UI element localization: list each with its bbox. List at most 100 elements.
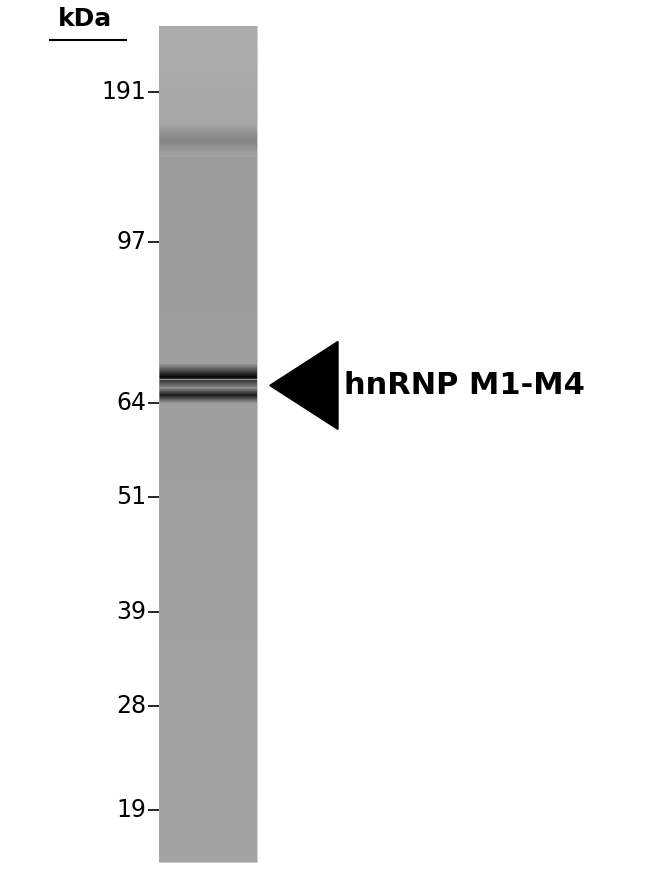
- Bar: [159, 230, 257, 231]
- Bar: [159, 528, 257, 530]
- Bar: [159, 765, 257, 766]
- Bar: [159, 265, 257, 266]
- Bar: [159, 229, 257, 230]
- Bar: [159, 550, 257, 552]
- Bar: [159, 155, 257, 156]
- Bar: [159, 538, 257, 539]
- Bar: [159, 182, 257, 184]
- Bar: [159, 279, 257, 280]
- Bar: [159, 212, 257, 213]
- Bar: [159, 855, 257, 857]
- Bar: [159, 406, 257, 407]
- Bar: [159, 747, 257, 748]
- Bar: [159, 647, 257, 648]
- Bar: [159, 759, 257, 760]
- Bar: [159, 435, 257, 436]
- Bar: [159, 710, 257, 712]
- Bar: [159, 103, 257, 105]
- Bar: [159, 475, 257, 476]
- Bar: [159, 285, 257, 287]
- Bar: [159, 640, 257, 641]
- Bar: [159, 400, 257, 401]
- Bar: [159, 143, 257, 145]
- Bar: [159, 57, 257, 58]
- Bar: [159, 287, 257, 289]
- Bar: [159, 389, 257, 390]
- Bar: [159, 649, 257, 650]
- Bar: [159, 413, 257, 414]
- Bar: [159, 202, 257, 203]
- Bar: [159, 383, 257, 385]
- Bar: [159, 708, 257, 709]
- Bar: [159, 289, 257, 290]
- Bar: [159, 160, 257, 162]
- Bar: [159, 680, 257, 681]
- Bar: [159, 461, 257, 463]
- Bar: [159, 246, 257, 248]
- Bar: [159, 145, 257, 146]
- Bar: [159, 206, 257, 208]
- Bar: [159, 401, 257, 403]
- Bar: [159, 382, 257, 383]
- Bar: [159, 358, 257, 359]
- Bar: [159, 436, 257, 437]
- Bar: [159, 89, 257, 91]
- Bar: [159, 43, 257, 45]
- Bar: [159, 766, 257, 767]
- Bar: [159, 571, 257, 573]
- Bar: [159, 323, 257, 325]
- Bar: [159, 329, 257, 330]
- Bar: [159, 695, 257, 697]
- Bar: [159, 807, 257, 808]
- Bar: [159, 365, 257, 366]
- Bar: [159, 77, 257, 78]
- Bar: [159, 333, 257, 334]
- Bar: [159, 115, 257, 117]
- Bar: [159, 499, 257, 500]
- Bar: [159, 170, 257, 172]
- Bar: [159, 471, 257, 473]
- Bar: [159, 187, 257, 188]
- Bar: [159, 745, 257, 747]
- Bar: [159, 135, 257, 136]
- Bar: [159, 586, 257, 588]
- Bar: [159, 220, 257, 222]
- Bar: [159, 714, 257, 715]
- Bar: [159, 301, 257, 303]
- Bar: [159, 399, 257, 400]
- Bar: [159, 255, 257, 256]
- Bar: [159, 511, 257, 513]
- Bar: [159, 291, 257, 292]
- Bar: [159, 631, 257, 633]
- Bar: [159, 791, 257, 793]
- Bar: [159, 407, 257, 408]
- Bar: [159, 704, 257, 705]
- Bar: [159, 458, 257, 459]
- Bar: [159, 128, 257, 129]
- Bar: [159, 426, 257, 428]
- Bar: [159, 122, 257, 124]
- Bar: [159, 275, 257, 277]
- Bar: [159, 860, 257, 861]
- Bar: [159, 576, 257, 578]
- Bar: [159, 201, 257, 202]
- Bar: [159, 385, 257, 387]
- Bar: [159, 681, 257, 683]
- Bar: [159, 404, 257, 406]
- Bar: [159, 810, 257, 812]
- Bar: [159, 590, 257, 592]
- Bar: [159, 677, 257, 678]
- Bar: [159, 262, 257, 263]
- Bar: [159, 375, 257, 376]
- Bar: [159, 379, 257, 380]
- Bar: [159, 408, 257, 409]
- Bar: [159, 95, 257, 96]
- Bar: [159, 415, 257, 416]
- Bar: [159, 192, 257, 194]
- Bar: [159, 318, 257, 319]
- Bar: [159, 118, 257, 120]
- Bar: [159, 51, 257, 53]
- Bar: [159, 96, 257, 98]
- Bar: [159, 518, 257, 519]
- Bar: [159, 184, 257, 185]
